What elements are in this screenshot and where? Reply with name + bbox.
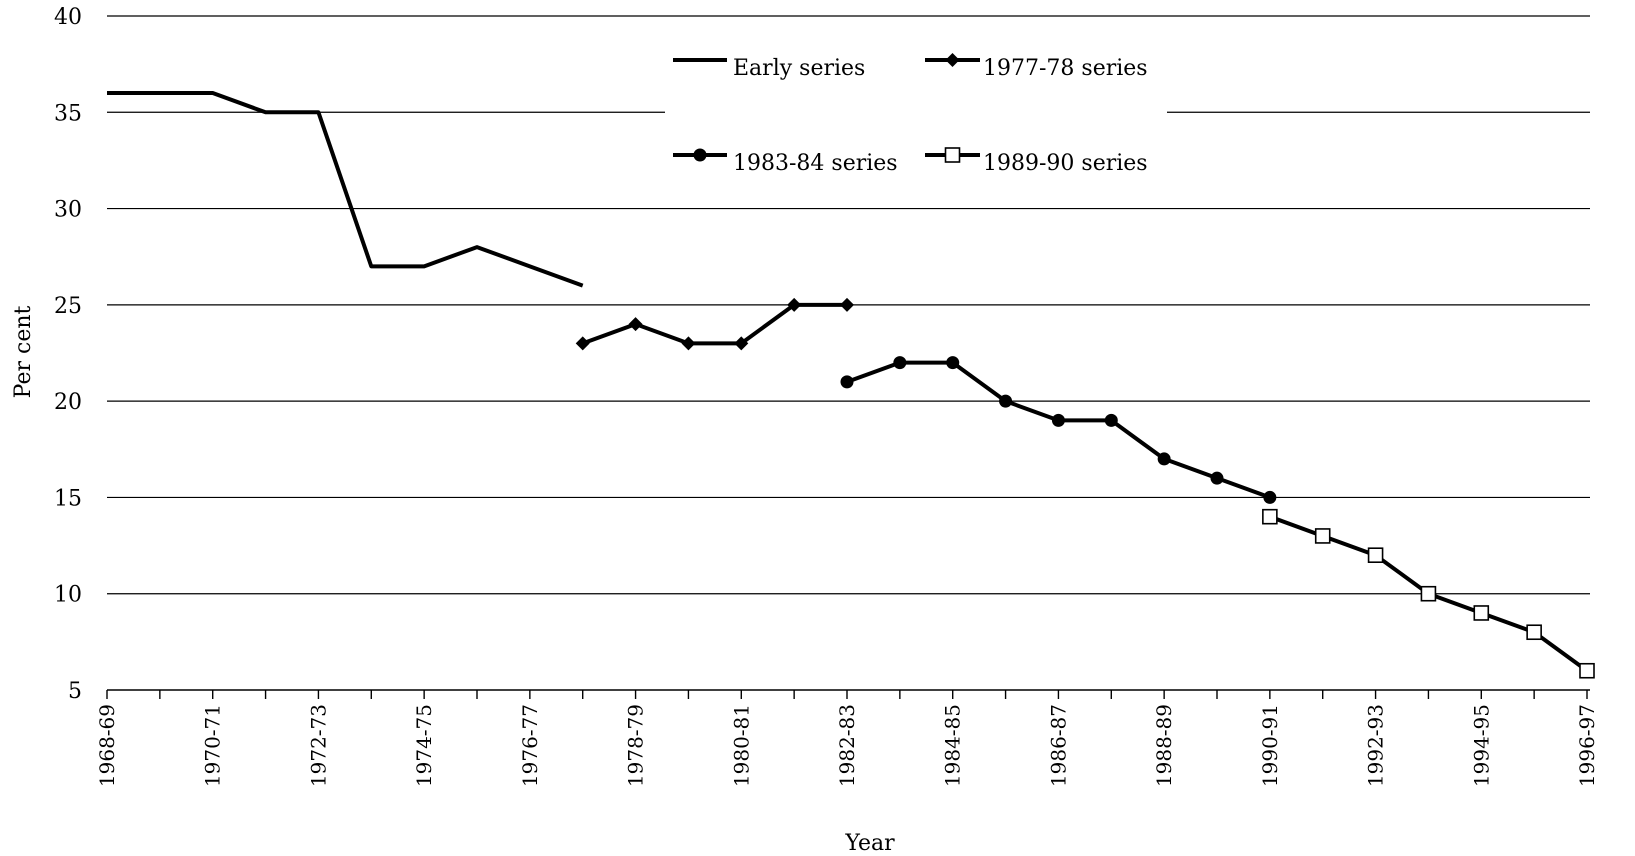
x-tick-label-1972-73: 1972-73 [306,704,330,787]
legend-label-3: 1983-84 series [733,151,898,176]
x-tick-label-1970-71: 1970-71 [201,704,225,787]
series-3-point-3 [946,356,960,370]
series-2-point-1 [575,336,590,351]
legend-marker-3 [693,148,707,162]
x-tick-label-1988-89: 1988-89 [1152,704,1176,787]
x-tick-label-1996-97: 1996-97 [1575,704,1599,787]
x-tick-label-1994-95: 1994-95 [1469,704,1493,787]
series-3-point-4 [999,394,1013,408]
y-tick-label-5: 5 [68,679,82,704]
series-2-point-4 [734,336,749,351]
x-tick-label-1976-77: 1976-77 [518,704,542,787]
series-3-point-9 [1263,490,1277,504]
y-tick-label-20: 20 [54,390,82,415]
x-tick-label-1986-87: 1986-87 [1046,704,1070,787]
y-axis-title: Per cent [11,305,36,398]
series-2-point-6 [840,297,854,312]
series-2-point-2 [628,317,643,332]
series-3-point-2 [893,356,907,370]
series-markers [575,297,1595,679]
legend-marker-4 [944,147,961,163]
legend: Early series 1977-78 series 1983-84 series… [665,18,1167,190]
x-axis-title: Year [844,831,895,856]
x-tick-label-1974-75: 1974-75 [412,704,436,787]
x-tick-label-1992-93: 1992-93 [1364,704,1388,787]
x-tick-label-1968-69: 1968-69 [95,704,119,787]
x-tick-label-1990-91: 1990-91 [1258,704,1282,787]
x-tick-label-1984-85: 1984-85 [941,704,965,787]
series-2-point-5 [787,297,802,312]
legend-box [665,18,1167,190]
series-line-1 [107,91,584,288]
series-4-point-1 [1262,508,1278,525]
series-4-point-7 [1579,662,1595,679]
series-3-point-8 [1210,471,1224,485]
series-4-point-2 [1314,528,1331,544]
y-tick-label-10: 10 [54,583,82,608]
y-axis-ticks: 5 10 15 20 25 30 35 40 [54,5,82,704]
series-3-point-6 [1104,413,1118,427]
series-4-point-6 [1526,624,1542,641]
series-3-point-7 [1157,452,1171,466]
series-2-point-3 [681,336,696,351]
x-tick-label-1982-83: 1982-83 [835,704,859,787]
legend-label-4: 1989-90 series [983,151,1148,176]
series-line-3 [846,360,1271,500]
y-tick-label-40: 40 [54,5,82,30]
legend-marker-2 [945,53,960,67]
y-tick-label-25: 25 [54,294,82,319]
y-tick-label-30: 30 [54,198,82,223]
series-4-point-5 [1473,605,1490,621]
series-line-2 [582,302,847,346]
x-axis-ticks: 1968-69 1970-71 1972-73 1974-75 1976-77 1978-… [95,690,1599,787]
series-4-point-3 [1367,547,1384,564]
y-tick-label-15: 15 [54,486,82,511]
x-tick-label-1978-79: 1978-79 [624,704,648,787]
series-3-point-5 [1051,413,1065,427]
y-tick-label-35: 35 [54,101,82,126]
series-4-point-4 [1420,585,1437,602]
legend-label-2: 1977-78 series [983,56,1148,81]
legend-label-1: Early series [733,56,865,81]
series-3-point-1 [840,375,854,389]
x-tick-label-1980-81: 1980-81 [729,704,753,787]
